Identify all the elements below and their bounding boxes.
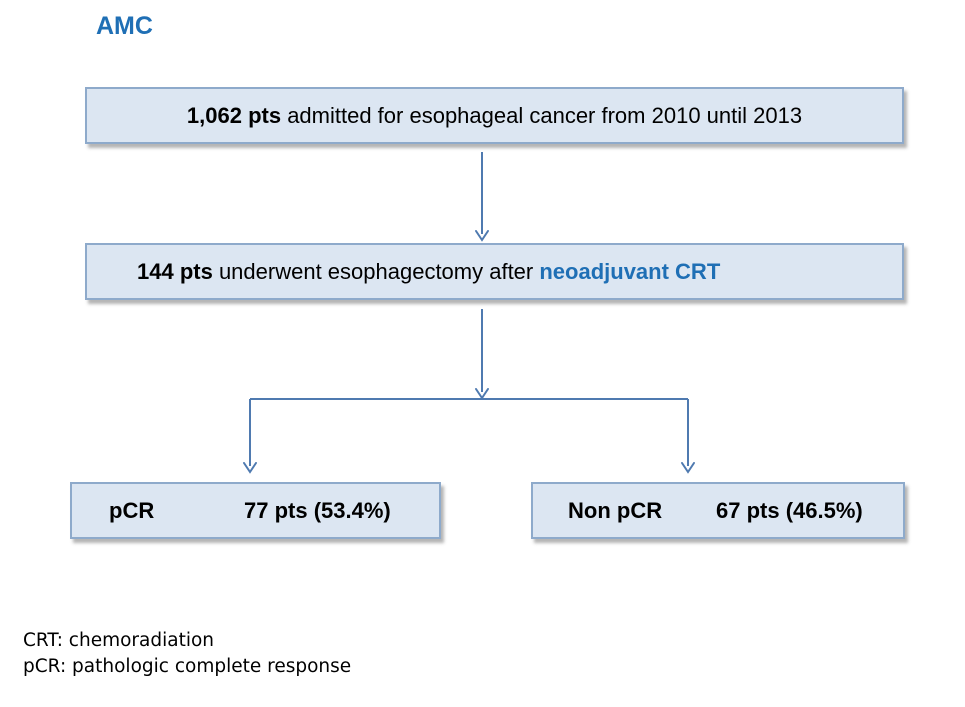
- non-pcr-label: Non pCR: [568, 497, 663, 523]
- surgery-box: 144 pts underwent esophagectomy after ne…: [85, 243, 904, 300]
- surgery-text: underwent esophagectomy after: [212, 258, 540, 284]
- arrow-right-head: [681, 462, 695, 474]
- pcr-box: pCR 77 pts (53.4%): [70, 482, 441, 539]
- logo-text: AMC: [96, 12, 153, 40]
- surgery-count: 144 pts: [137, 258, 213, 284]
- non-pcr-value: 67 pts (46.5%): [716, 497, 863, 523]
- arrow-1-head: [475, 230, 489, 242]
- non-pcr-box: Non pCR 67 pts (46.5%): [531, 482, 905, 539]
- admitted-text: admitted for esophageal cancer from 2010…: [281, 102, 803, 128]
- surgery-highlight: neoadjuvant CRT: [539, 258, 721, 284]
- pcr-value: 77 pts (53.4%): [244, 497, 391, 523]
- arrow-left-head: [243, 462, 257, 474]
- arrow-2-head: [475, 388, 489, 400]
- footnote-crt: CRT: chemoradiation: [23, 630, 215, 651]
- pcr-label: pCR: [109, 497, 155, 523]
- footnote-pcr: pCR: pathologic complete response: [23, 656, 352, 677]
- admitted-count: 1,062 pts: [186, 102, 282, 128]
- admitted-box: 1,062 pts admitted for esophageal cancer…: [85, 87, 904, 144]
